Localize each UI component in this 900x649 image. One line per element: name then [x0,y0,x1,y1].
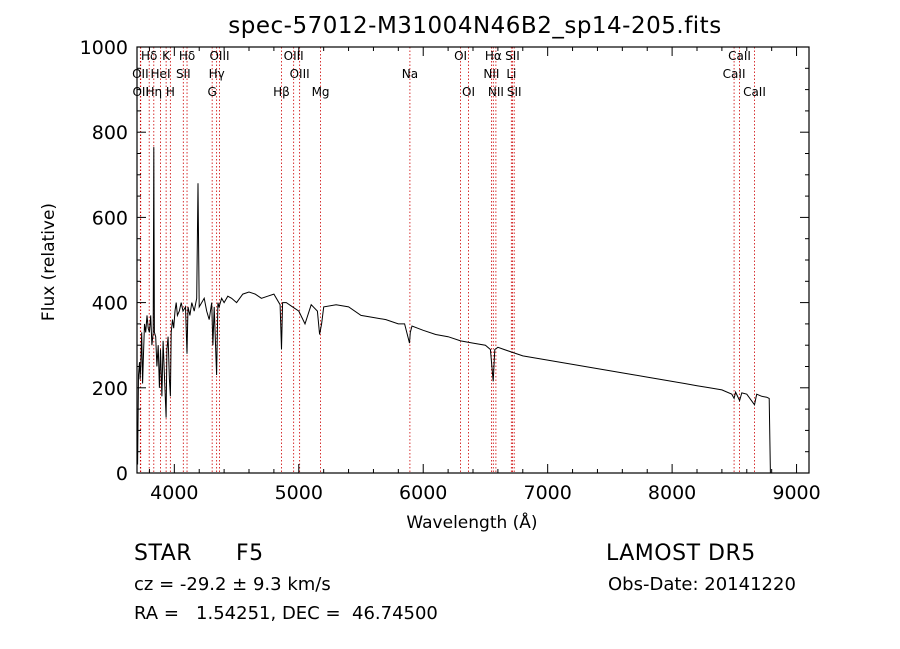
object-class: STAR [134,541,193,566]
spectral-line-label: Li [506,67,516,81]
spectral-line-label: OIII [209,49,229,63]
x-tick-label: 9000 [772,482,820,504]
coordinates: RA = 1.54251, DEC = 46.74500 [134,603,438,624]
spectral-line-label: HeI [151,67,171,81]
y-tick-label: 800 [92,122,128,144]
x-axis-label: Wavelength (Å) [406,511,537,533]
spectral-line-label: Na [402,67,418,81]
spectral-line-label: Hδ [179,49,195,63]
spectral-line-label: K [162,49,171,63]
y-axis: 0 200 400 600 800 1000 [80,37,809,485]
y-tick-label: 400 [92,293,128,315]
x-tick-label: 8000 [648,482,696,504]
y-tick-label: 200 [92,378,128,400]
x-tick-label: 5000 [275,482,323,504]
x-tick-label: 7000 [523,482,571,504]
spectral-line-label: Mg [312,85,330,99]
x-axis: 4000 5000 6000 7000 8000 9000 [148,47,821,504]
spectral-line-label: OI [462,85,475,99]
spectral-line-label: NII [488,85,504,99]
y-axis-label: Flux (relative) [39,203,59,321]
spectral-line-label: SII [176,67,191,81]
spectral-line-label: Hδ [141,49,157,63]
spectrum-line [136,147,782,474]
spectral-line-label: NII [483,67,499,81]
y-tick-label: 1000 [80,37,128,59]
survey-name: LAMOST DR5 [606,541,756,566]
y-tick-label: 0 [116,463,128,485]
spectral-line-markers [139,47,755,473]
obs-date: Obs-Date: 20141220 [608,574,796,595]
x-tick-label: 4000 [150,482,198,504]
spectral-line-label: G [208,85,217,99]
spectral-line-label: CaII [723,67,746,81]
chart-title: spec-57012-M31004N46B2_sp14-205.fits [228,13,721,39]
spectral-line-label: Hβ [273,85,290,99]
x-tick-label: 6000 [399,482,447,504]
spectral-line-label: OI [454,49,467,63]
redshift-cz: cz = -29.2 ± 9.3 km/s [134,574,331,595]
spectral-line-label: OIII [284,49,304,63]
spectral-line-label: Hγ [209,67,225,81]
spectral-line-label: Hα [485,49,502,63]
y-tick-label: 600 [92,207,128,229]
spectral-line-label: OII [132,67,149,81]
spectral-line-label: SII [505,49,520,63]
spectral-line-label: H [166,85,175,99]
spectral-line-label: CaII [743,85,766,99]
spectral-line-label: CaII [728,49,751,63]
plot-frame [136,46,810,474]
object-subclass: F5 [236,541,264,566]
spectral-line-label: SII [507,85,522,99]
spectral-line-label: Hη [145,85,162,99]
spectral-line-label: OIII [290,67,310,81]
